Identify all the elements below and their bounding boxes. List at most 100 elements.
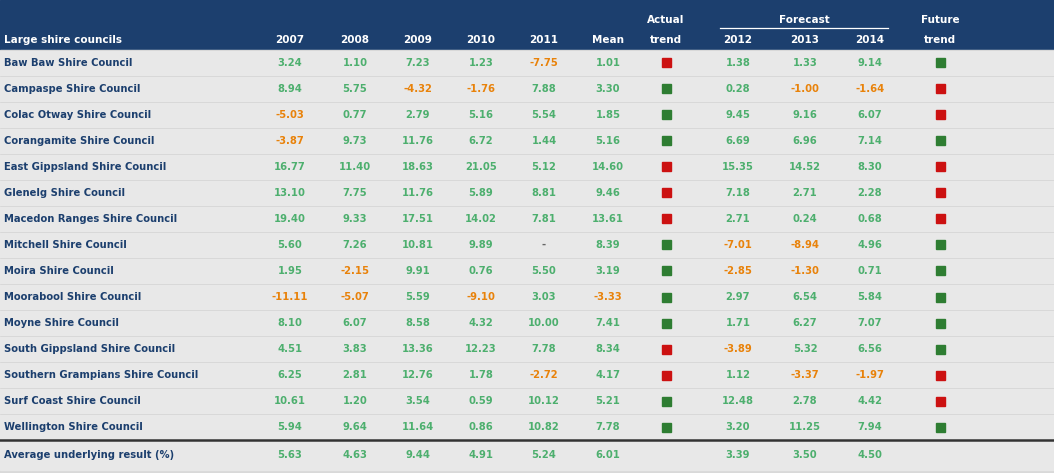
Text: 21.05: 21.05 — [465, 162, 496, 172]
Text: 9.46: 9.46 — [596, 188, 621, 198]
Text: 0.28: 0.28 — [726, 84, 750, 94]
Text: 2007: 2007 — [275, 35, 305, 45]
Text: Mean: Mean — [592, 35, 624, 45]
Text: 5.21: 5.21 — [596, 396, 621, 406]
Text: trend: trend — [650, 35, 682, 45]
Text: 7.23: 7.23 — [406, 58, 430, 68]
Text: 18.63: 18.63 — [402, 162, 434, 172]
Text: 10.00: 10.00 — [528, 318, 560, 328]
Bar — [0, 414, 1054, 440]
Text: 1.71: 1.71 — [725, 318, 750, 328]
Text: -2.85: -2.85 — [723, 266, 753, 276]
Text: Baw Baw Shire Council: Baw Baw Shire Council — [4, 58, 133, 68]
Text: 5.94: 5.94 — [277, 422, 302, 432]
Text: 8.81: 8.81 — [531, 188, 557, 198]
Bar — [0, 362, 1054, 388]
Text: 10.12: 10.12 — [528, 396, 560, 406]
Text: 2.79: 2.79 — [406, 110, 430, 120]
Bar — [936, 111, 944, 120]
Text: 2.97: 2.97 — [726, 292, 750, 302]
Bar — [0, 154, 1054, 180]
Text: 1.01: 1.01 — [596, 58, 621, 68]
Text: 2.71: 2.71 — [725, 214, 750, 224]
Text: Surf Coast Shire Council: Surf Coast Shire Council — [4, 396, 141, 406]
Text: 2009: 2009 — [404, 35, 432, 45]
Text: 2012: 2012 — [723, 35, 753, 45]
Text: 2011: 2011 — [529, 35, 559, 45]
Text: 9.73: 9.73 — [343, 136, 367, 146]
Text: -3.33: -3.33 — [593, 292, 622, 302]
Text: 8.30: 8.30 — [858, 162, 882, 172]
Bar — [662, 85, 670, 94]
Bar — [0, 388, 1054, 414]
Text: -3.37: -3.37 — [790, 370, 819, 380]
Text: 3.19: 3.19 — [596, 266, 621, 276]
Bar — [0, 206, 1054, 232]
Text: 2014: 2014 — [856, 35, 884, 45]
Text: 9.44: 9.44 — [406, 450, 430, 460]
Text: 6.72: 6.72 — [469, 136, 493, 146]
Bar — [662, 189, 670, 198]
Bar — [936, 370, 944, 379]
Bar — [662, 137, 670, 146]
Bar — [0, 128, 1054, 154]
Text: 5.16: 5.16 — [468, 110, 493, 120]
Text: 1.12: 1.12 — [725, 370, 750, 380]
Text: Large shire councils: Large shire councils — [4, 35, 122, 45]
Text: 5.84: 5.84 — [858, 292, 882, 302]
Text: 1.20: 1.20 — [343, 396, 368, 406]
Text: -1.64: -1.64 — [856, 84, 884, 94]
Text: 6.96: 6.96 — [793, 136, 817, 146]
Text: -5.03: -5.03 — [276, 110, 305, 120]
Text: Wellington Shire Council: Wellington Shire Council — [4, 422, 142, 432]
Text: South Gippsland Shire Council: South Gippsland Shire Council — [4, 344, 175, 354]
Bar — [0, 258, 1054, 284]
Bar — [936, 292, 944, 301]
Bar — [0, 440, 1054, 470]
Text: 14.02: 14.02 — [465, 214, 496, 224]
Text: 4.42: 4.42 — [858, 396, 882, 406]
Text: 4.51: 4.51 — [277, 344, 302, 354]
Text: 3.54: 3.54 — [406, 396, 430, 406]
Bar — [936, 240, 944, 249]
Text: 11.25: 11.25 — [789, 422, 821, 432]
Text: 1.33: 1.33 — [793, 58, 817, 68]
Text: 15.35: 15.35 — [722, 162, 754, 172]
Text: 3.30: 3.30 — [596, 84, 620, 94]
Bar — [662, 344, 670, 353]
Text: 7.18: 7.18 — [725, 188, 750, 198]
Text: 2008: 2008 — [340, 35, 370, 45]
Text: 2010: 2010 — [467, 35, 495, 45]
Text: 5.12: 5.12 — [531, 162, 557, 172]
Text: 3.20: 3.20 — [726, 422, 750, 432]
Text: 11.64: 11.64 — [402, 422, 434, 432]
Bar — [0, 232, 1054, 258]
Text: -1.76: -1.76 — [467, 84, 495, 94]
Text: -1.00: -1.00 — [790, 84, 819, 94]
Text: Macedon Ranges Shire Council: Macedon Ranges Shire Council — [4, 214, 177, 224]
Text: 13.61: 13.61 — [592, 214, 624, 224]
Bar — [0, 284, 1054, 310]
Text: 7.07: 7.07 — [858, 318, 882, 328]
Text: Colac Otway Shire Council: Colac Otway Shire Council — [4, 110, 151, 120]
Text: 5.24: 5.24 — [531, 450, 557, 460]
Text: 5.16: 5.16 — [596, 136, 621, 146]
Text: 8.58: 8.58 — [406, 318, 430, 328]
Text: Actual: Actual — [647, 15, 685, 25]
Text: Forecast: Forecast — [779, 15, 829, 25]
Text: 5.63: 5.63 — [277, 450, 302, 460]
Text: 4.63: 4.63 — [343, 450, 368, 460]
Bar — [0, 76, 1054, 102]
Text: 2.81: 2.81 — [343, 370, 368, 380]
Text: 0.86: 0.86 — [469, 422, 493, 432]
Text: -: - — [542, 240, 546, 250]
Text: 8.10: 8.10 — [277, 318, 302, 328]
Text: 1.38: 1.38 — [725, 58, 750, 68]
Bar — [936, 59, 944, 68]
Text: 11.40: 11.40 — [339, 162, 371, 172]
Text: 7.75: 7.75 — [343, 188, 367, 198]
Text: 19.40: 19.40 — [274, 214, 306, 224]
Text: 0.71: 0.71 — [858, 266, 882, 276]
Text: 8.39: 8.39 — [596, 240, 621, 250]
Text: -8.94: -8.94 — [790, 240, 820, 250]
